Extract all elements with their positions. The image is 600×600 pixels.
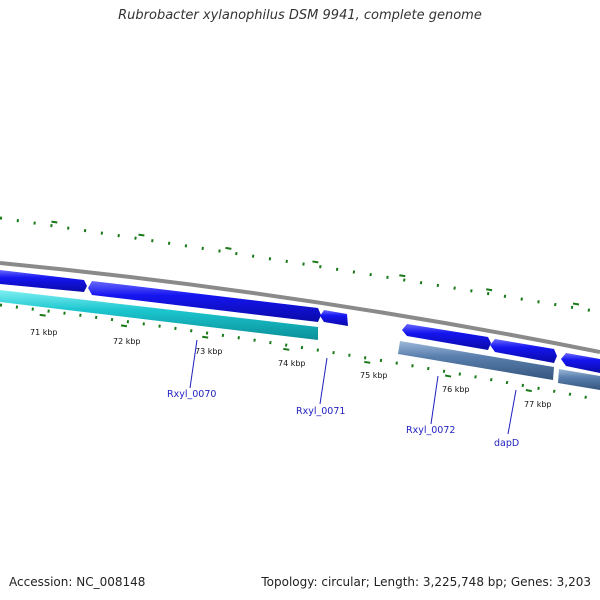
gene-forward-5[interactable] (490, 339, 557, 363)
inner-ruler-major (0, 309, 600, 405)
gene-rxyl-0070[interactable] (0, 290, 318, 340)
genome-summary-text: Topology: circular; Length: 3,225,748 bp… (261, 575, 591, 589)
map-title: Rubrobacter xylanophilus DSM 9941, compl… (118, 8, 482, 23)
leader-dapd (507, 389, 517, 435)
gene-reverse-next[interactable] (558, 369, 600, 390)
accession-text: Accession: NC_008148 (9, 575, 146, 589)
gene-forward-6[interactable] (561, 353, 600, 373)
tick-label-76: 76 kbp (442, 385, 470, 394)
tick-label-75: 75 kbp (360, 371, 388, 380)
leader-rxyl-0072 (430, 375, 439, 425)
tick-label-77: 77 kbp (524, 400, 552, 409)
outer-ruler-major (0, 213, 600, 309)
gene-label-dapd[interactable]: dapD (494, 438, 519, 449)
tick-label-73: 73 kbp (195, 347, 223, 356)
gene-forward-2[interactable] (88, 281, 321, 322)
gene-forward-3[interactable] (320, 310, 348, 326)
gene-forward-4[interactable] (402, 324, 491, 350)
tick-label-71: 71 kbp (30, 328, 58, 337)
tick-label-74: 74 kbp (278, 359, 306, 368)
gene-forward-1[interactable] (0, 270, 87, 292)
gene-rxyl-0072[interactable] (398, 341, 554, 380)
leader-rxyl-0070 (189, 339, 198, 389)
tick-label-72: 72 kbp (113, 337, 141, 346)
gene-label-rxyl-0072[interactable]: Rxyl_0072 (406, 425, 455, 436)
leader-rxyl-0071 (319, 357, 328, 405)
gene-label-rxyl-0070[interactable]: Rxyl_0070 (167, 389, 216, 400)
gene-label-rxyl-0071[interactable]: Rxyl_0071 (296, 406, 345, 417)
genome-backbone (0, 261, 600, 354)
